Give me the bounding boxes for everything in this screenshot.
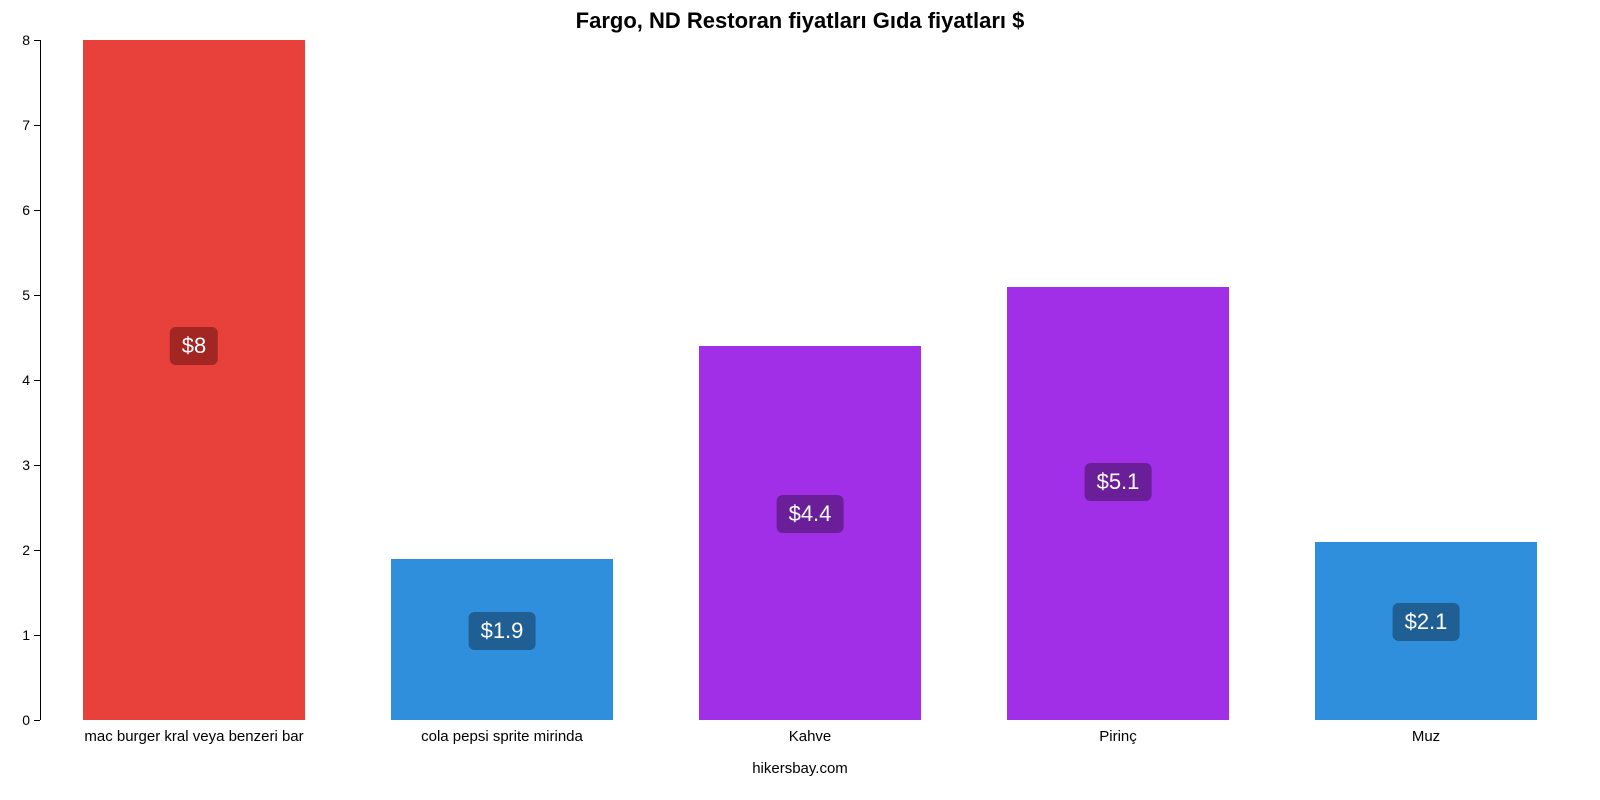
x-label: Pirinç [1099,720,1137,745]
value-badge: $2.1 [1393,603,1460,641]
x-label: cola pepsi sprite mirinda [421,720,583,745]
value-badge: $8 [170,327,218,365]
y-tick-label: 5 [22,287,40,303]
y-tick-label: 7 [22,117,40,133]
bar [83,40,305,720]
y-tick-label: 6 [22,202,40,218]
value-badge: $4.4 [777,495,844,533]
y-tick-label: 2 [22,542,40,558]
value-badge: $1.9 [469,612,536,650]
chart-title: Fargo, ND Restoran fiyatları Gıda fiyatl… [0,8,1600,34]
y-tick-label: 8 [22,32,40,48]
y-tick-label: 4 [22,372,40,388]
y-tick-label: 0 [22,712,40,728]
y-tick-label: 1 [22,627,40,643]
x-label: Muz [1412,720,1440,745]
y-axis [40,40,41,720]
y-tick-label: 3 [22,457,40,473]
bar-chart: Fargo, ND Restoran fiyatları Gıda fiyatl… [0,0,1600,800]
chart-footer: hikersbay.com [0,760,1600,777]
bar [1007,287,1229,721]
value-badge: $5.1 [1085,463,1152,501]
x-label: Kahve [789,720,832,745]
x-label: mac burger kral veya benzeri bar [84,720,303,745]
plot-area: 012345678$8mac burger kral veya benzeri … [40,40,1580,720]
